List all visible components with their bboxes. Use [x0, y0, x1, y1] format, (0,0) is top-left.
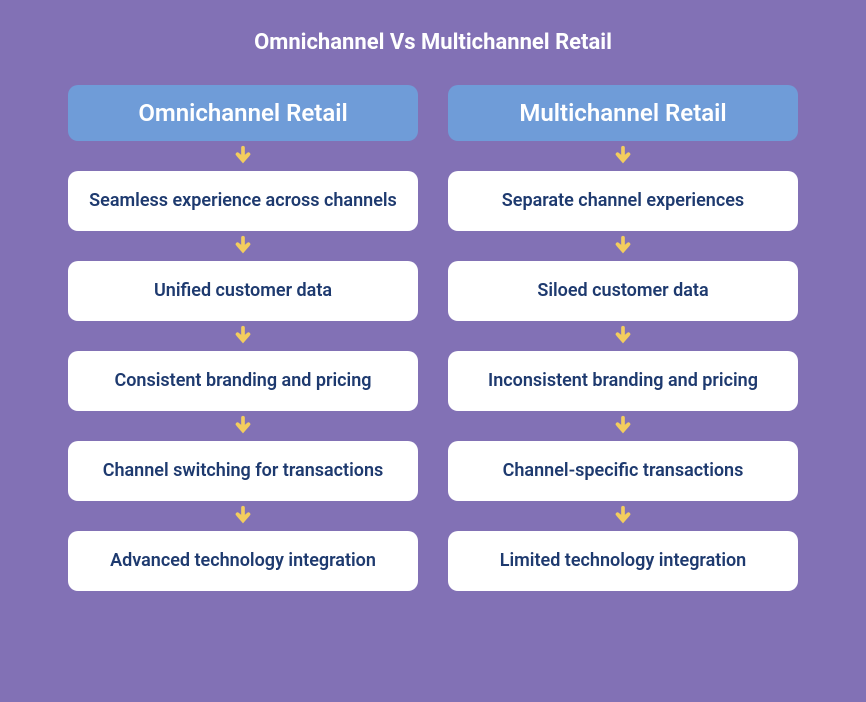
header-omnichannel: Omnichannel Retail — [68, 85, 418, 141]
item-box: Seamless experience across channels — [68, 171, 418, 231]
item-box: Advanced technology integration — [68, 531, 418, 591]
item-box: Inconsistent branding and pricing — [448, 351, 798, 411]
arrow-down-icon — [232, 505, 254, 527]
columns-container: Omnichannel Retail Seamless experience a… — [60, 85, 806, 591]
arrow-down-icon — [612, 505, 634, 527]
item-box: Channel switching for transactions — [68, 441, 418, 501]
arrow-down-icon — [612, 325, 634, 347]
item-box: Channel-specific transactions — [448, 441, 798, 501]
header-multichannel: Multichannel Retail — [448, 85, 798, 141]
arrow-down-icon — [612, 235, 634, 257]
arrow-down-icon — [612, 145, 634, 167]
arrow-down-icon — [232, 415, 254, 437]
arrow-down-icon — [612, 415, 634, 437]
arrow-down-icon — [232, 325, 254, 347]
column-multichannel: Multichannel Retail Separate channel exp… — [448, 85, 798, 591]
item-box: Unified customer data — [68, 261, 418, 321]
item-box: Limited technology integration — [448, 531, 798, 591]
item-box: Siloed customer data — [448, 261, 798, 321]
infographic-title: Omnichannel Vs Multichannel Retail — [60, 30, 806, 55]
item-box: Consistent branding and pricing — [68, 351, 418, 411]
arrow-down-icon — [232, 235, 254, 257]
arrow-down-icon — [232, 145, 254, 167]
item-box: Separate channel experiences — [448, 171, 798, 231]
column-omnichannel: Omnichannel Retail Seamless experience a… — [68, 85, 418, 591]
